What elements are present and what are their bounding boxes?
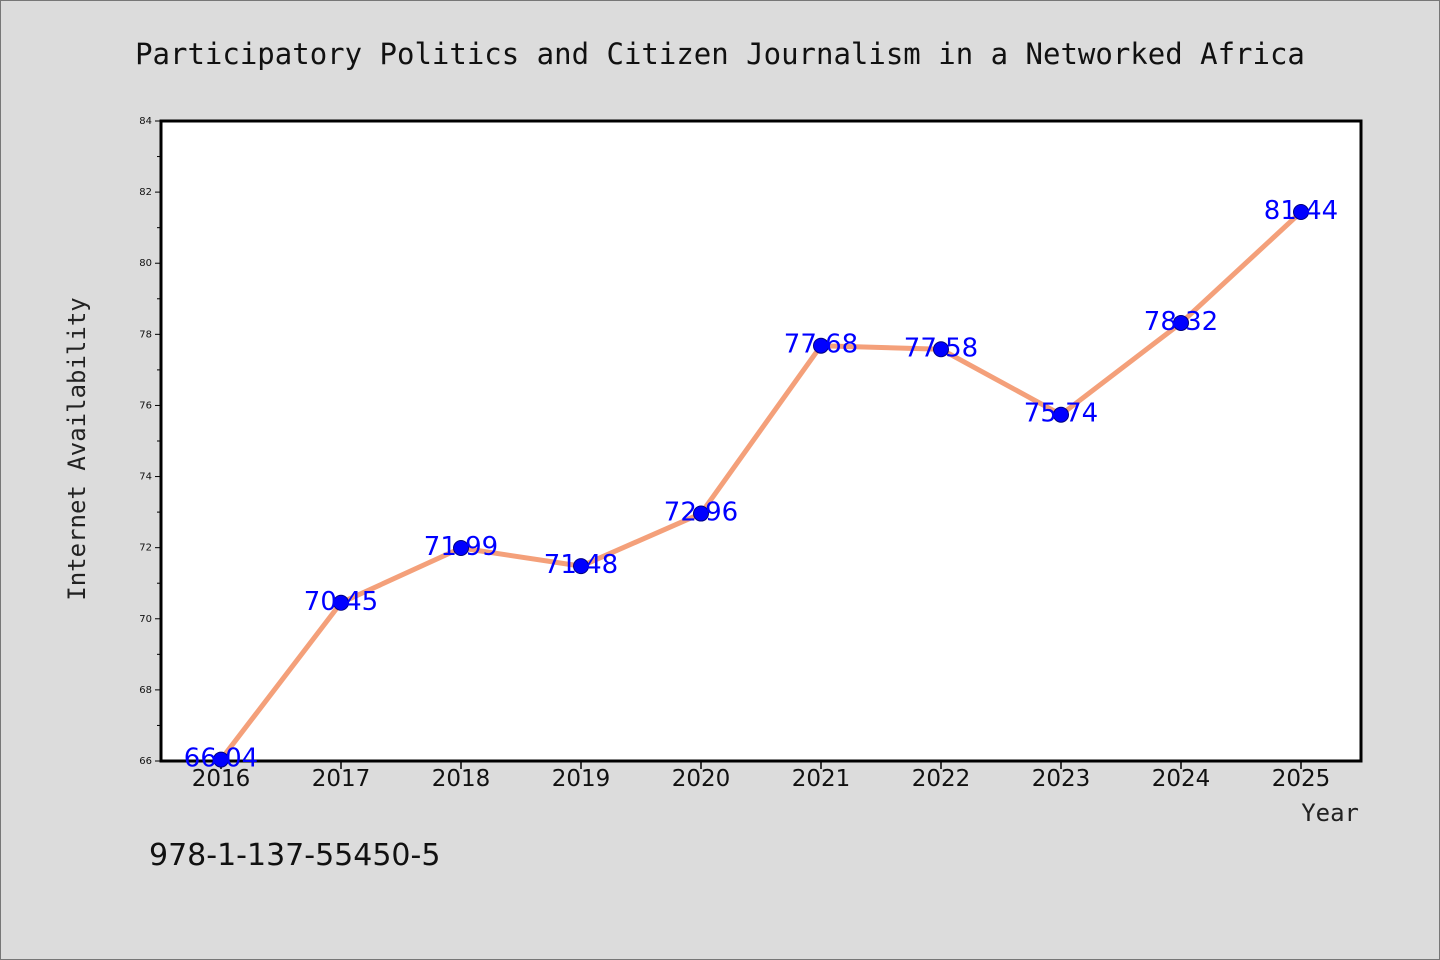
y-tick-label: 82 (139, 187, 152, 198)
x-tick-label: 2019 (552, 766, 611, 792)
y-tick-label: 84 (139, 116, 152, 127)
data-point (1293, 204, 1309, 221)
x-tick-label: 2020 (672, 766, 731, 792)
y-tick-label: 70 (139, 614, 152, 625)
series-line (219, 210, 1303, 762)
x-tick-label: 2022 (912, 766, 971, 792)
y-tick-label: 74 (139, 472, 152, 483)
y-tick-label: 66 (139, 756, 152, 767)
x-axis: 2016 2017 2018 2019 2020 2021 2022 2023 2024 2025 (192, 761, 1331, 792)
x-tick-label: 2018 (432, 766, 491, 792)
x-tick-label: 2016 (192, 766, 251, 792)
data-label: 70.45 (304, 587, 378, 617)
x-tick-label: 2017 (312, 766, 371, 792)
data-label: 75.74 (1024, 399, 1098, 429)
data-point (693, 505, 709, 522)
data-point (333, 594, 349, 611)
data-point (453, 540, 469, 557)
data-label: 77.68 (784, 330, 858, 360)
y-tick-label: 80 (139, 258, 152, 269)
isbn-text: 978-1-137-55450-5 (149, 838, 440, 873)
data-label: 77.58 (904, 333, 978, 363)
data-point (933, 341, 949, 358)
data-label: 71.48 (544, 550, 618, 580)
y-tick-label: 68 (139, 685, 152, 696)
data-point (1053, 406, 1069, 423)
chart-title: Participatory Politics and Citizen Journ… (135, 37, 1305, 71)
data-label: 72.96 (664, 498, 738, 528)
x-tick-label: 2025 (1272, 766, 1331, 792)
y-axis: 66 68 70 72 74 76 78 80 82 84 (139, 116, 161, 767)
data-label: 71.99 (424, 532, 498, 562)
data-label: 81.44 (1264, 196, 1338, 226)
plot-area (159, 119, 1363, 763)
x-axis-label: Year (1301, 799, 1359, 827)
data-labels: 66.04 70.45 71.99 71.48 72.96 77.68 77.58 75.74… (184, 196, 1338, 774)
data-point (573, 558, 589, 575)
data-label: 78.32 (1144, 307, 1218, 337)
x-tick-label: 2023 (1032, 766, 1091, 792)
x-tick-label: 2021 (792, 766, 851, 792)
y-tick-label: 76 (139, 400, 152, 411)
data-point (813, 337, 829, 354)
y-axis-label: Internet Availability (63, 297, 91, 600)
data-point (213, 751, 229, 768)
y-tick-label: 78 (139, 329, 152, 340)
data-point (1173, 314, 1189, 331)
data-markers (213, 204, 1309, 768)
x-tick-label: 2024 (1152, 766, 1211, 792)
y-tick-label: 72 (139, 543, 152, 554)
data-label: 66.04 (184, 744, 258, 774)
